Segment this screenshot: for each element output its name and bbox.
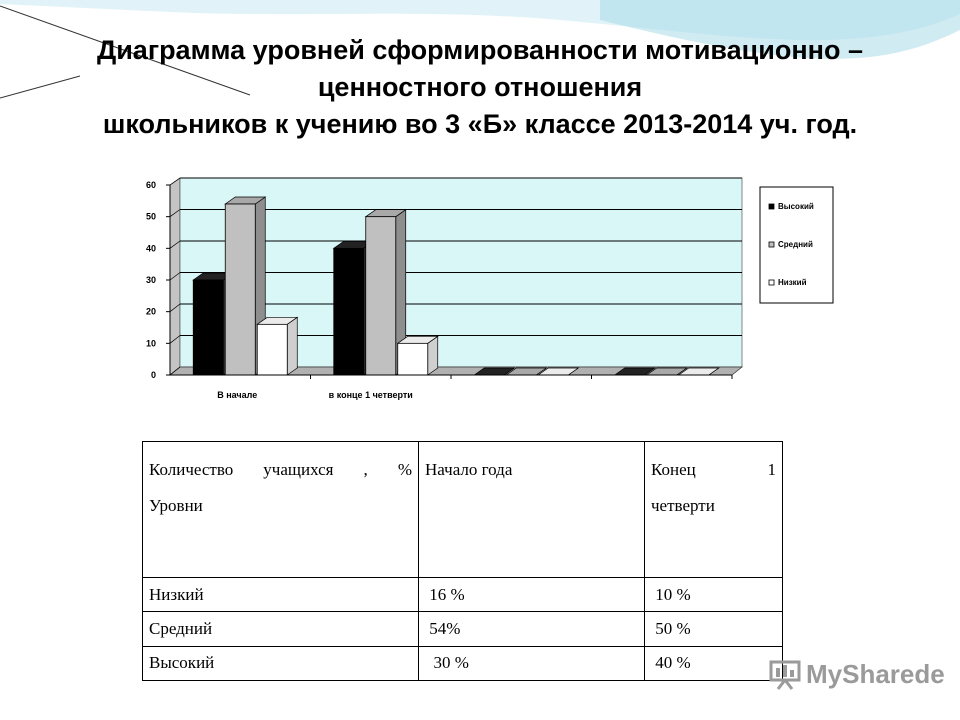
table-cell-level: Высокий [142,645,419,682]
table-header-cell: Конец 1 четверти [644,441,783,578]
table-cell-end: 40 % [644,645,783,682]
table-header-cell: Начало года [418,441,645,578]
table-cell-end: 10 % [644,576,783,613]
title-line: Диаграмма уровней сформированности мотив… [96,35,864,65]
legend-label: Высокий [778,202,814,211]
title-line: школьников к учению во 3 «Б» классе 2013… [102,109,858,139]
chart-gridline-depth [169,335,181,344]
levels-table: Количество учащихся , % Уровни Начало го… [142,441,783,682]
chart-gridline-depth [169,240,181,249]
legend-swatch [768,241,775,248]
header-text: Начало года [425,460,513,479]
table-row: Средний 54% 50 % [142,611,783,647]
watermark-text: MySharede [806,658,945,689]
decor-line [0,5,251,96]
decor-wave-right [600,0,960,59]
slide-title: Диаграмма уровней сформированности мотив… [0,32,960,143]
bar-Высокий [192,279,224,376]
table-cell-start: 30 % [418,645,645,682]
y-tick-label: 20 [146,307,156,317]
legend-swatch [768,203,775,210]
table-cell-end: 50 % [644,611,783,647]
header-text: Количество учащихся , % [149,460,412,479]
decor-line [0,75,81,99]
chart-gridline-depth [169,366,181,376]
table-cell-level: Низкий [142,576,419,613]
chart-gridline-depth [169,272,181,281]
bar-Средний [365,216,397,376]
title-line: ценностного отношения [317,72,643,102]
header-text: Уровни [149,496,203,515]
chart-gridline-depth [169,177,181,186]
table-header-cell: Количество учащихся , % Уровни [142,441,419,578]
header-text: четверти [651,496,715,515]
y-tick-label: 40 [146,243,156,253]
table-cell-level: Средний [142,611,419,647]
bar-Низкий [256,323,288,376]
presentation-screen-icon [769,660,801,690]
legend-swatch [768,279,775,286]
legend-label: Средний [778,240,813,249]
y-tick-label: 60 [146,180,156,190]
bar-Низкий [397,342,429,376]
table-cell-start: 16 % [418,576,645,613]
table-row: Низкий 16 % 10 % [142,576,783,613]
watermark-logo: MySharede [768,656,945,692]
bar-Высокий [333,247,365,376]
table-header-row: Количество учащихся , % Уровни Начало го… [142,441,783,578]
y-tick-label: 30 [146,275,156,285]
x-category-label: В начале [217,390,257,400]
y-tick-label: 50 [146,212,156,222]
y-tick-label: 0 [151,370,156,380]
chart-gridline-depth [169,209,181,217]
table-row: Высокий 30 % 40 % [142,645,783,682]
bar-side-Низкий [286,316,298,376]
y-tick-label: 10 [146,338,156,348]
table-cell-start: 54% [418,611,645,647]
header-text: Конец 1 [651,460,776,479]
legend-label: Низкий [778,278,807,287]
x-category-label: в конце 1 четверти [329,390,413,400]
chart-gridline-depth [169,303,181,312]
bar-Средний [224,203,256,376]
